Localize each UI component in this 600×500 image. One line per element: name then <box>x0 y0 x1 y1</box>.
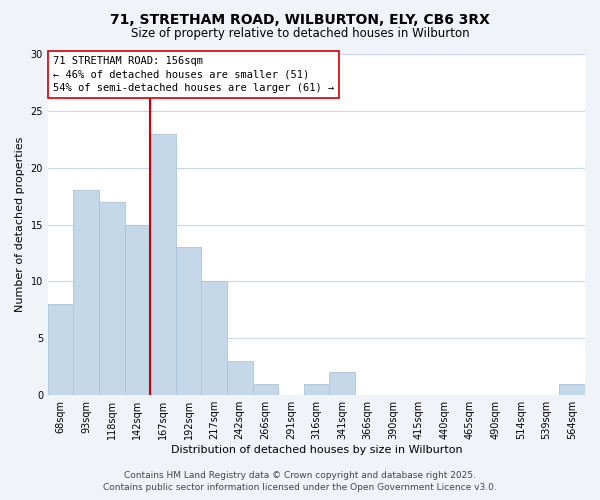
Text: Contains HM Land Registry data © Crown copyright and database right 2025.
Contai: Contains HM Land Registry data © Crown c… <box>103 471 497 492</box>
Y-axis label: Number of detached properties: Number of detached properties <box>15 137 25 312</box>
Bar <box>176 248 202 395</box>
Text: 71 STRETHAM ROAD: 156sqm
← 46% of detached houses are smaller (51)
54% of semi-d: 71 STRETHAM ROAD: 156sqm ← 46% of detach… <box>53 56 334 92</box>
Bar <box>304 384 329 395</box>
Text: 71, STRETHAM ROAD, WILBURTON, ELY, CB6 3RX: 71, STRETHAM ROAD, WILBURTON, ELY, CB6 3… <box>110 12 490 26</box>
Bar <box>559 384 585 395</box>
X-axis label: Distribution of detached houses by size in Wilburton: Distribution of detached houses by size … <box>170 445 462 455</box>
Bar <box>202 282 227 395</box>
Bar <box>125 224 150 395</box>
Bar <box>227 361 253 395</box>
Bar <box>150 134 176 395</box>
Bar <box>253 384 278 395</box>
Text: Size of property relative to detached houses in Wilburton: Size of property relative to detached ho… <box>131 28 469 40</box>
Bar <box>99 202 125 395</box>
Bar <box>48 304 73 395</box>
Bar <box>329 372 355 395</box>
Bar <box>73 190 99 395</box>
